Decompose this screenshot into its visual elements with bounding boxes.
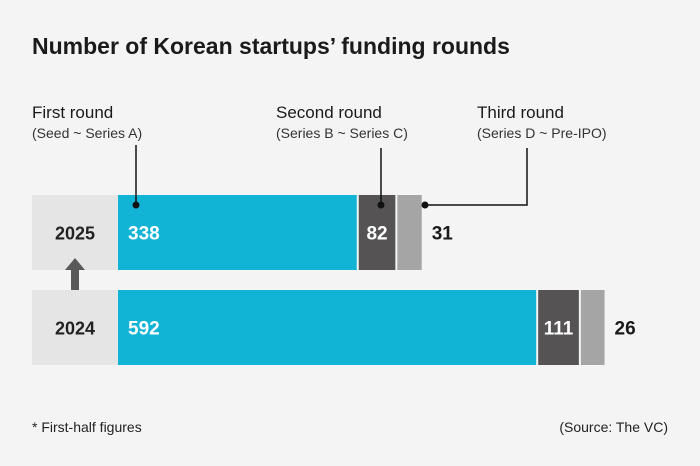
value-label-2024-series-3: 26 [615, 319, 636, 340]
up-arrow-icon [65, 258, 85, 290]
chart-title: Number of Korean startups’ funding round… [32, 33, 510, 59]
leader-dot-first-round [132, 201, 140, 209]
value-label-2025-series-3: 31 [432, 224, 454, 245]
bar-2025-series-1 [118, 195, 357, 270]
footnote: * First-half figures [32, 419, 142, 435]
year-label-2024: 2024 [55, 319, 95, 339]
legend-second-round-subtitle: (Series B ~ Series C) [276, 125, 408, 141]
bar-2025-series-3 [397, 195, 422, 270]
legend-second-round-label: Second round [276, 103, 382, 122]
leader-line-third-round [425, 148, 528, 206]
bar-rows: 2025 338 82 31 2024 592 111 26 [32, 195, 636, 365]
value-label-2025-series-1: 338 [128, 224, 160, 245]
leader-dot-second-round [377, 201, 385, 209]
year-box-2024 [32, 290, 118, 365]
year-label-2025: 2025 [55, 224, 95, 244]
leader-dot-third-round [421, 201, 429, 209]
value-label-2025-series-2: 82 [366, 224, 387, 245]
legend-third-round-label: Third round [477, 103, 564, 122]
legend-third-round-subtitle: (Series D ~ Pre-IPO) [477, 125, 607, 141]
legend-first-round-label: First round [32, 103, 113, 122]
value-label-2024-series-2: 111 [544, 319, 574, 340]
bar-2025-series-2 [358, 195, 396, 270]
legend-first-round-subtitle: (Seed ~ Series A) [32, 125, 142, 141]
year-box-2025 [32, 195, 118, 270]
value-label-2024-series-1: 592 [128, 319, 160, 340]
source-note: (Source: The VC) [559, 419, 668, 435]
bar-2024-series-1 [118, 290, 537, 365]
bar-2024-series-2 [538, 290, 579, 365]
bar-2024-series-3 [580, 290, 605, 365]
